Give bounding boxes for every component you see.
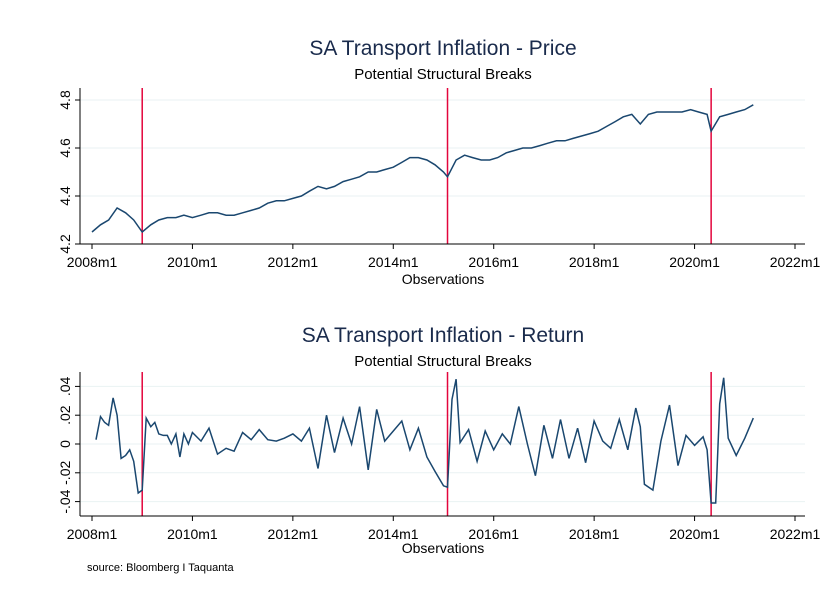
x-tick-label: 2014m1 (368, 526, 419, 542)
x-tick-label: 2008m1 (67, 254, 118, 270)
y-tick-label: -.04 (57, 489, 73, 513)
return-chart-subtitle: Potential Structural Breaks (354, 353, 532, 370)
x-tick-label: 2018m1 (569, 254, 620, 270)
price-break-lines (141, 88, 712, 244)
price-x-axis-label: Observations (402, 271, 484, 287)
y-tick-label: 4.4 (57, 186, 73, 206)
y-tick-label: 0 (57, 440, 73, 448)
return-gridlines (80, 385, 805, 503)
y-tick-label: 4.6 (57, 138, 73, 158)
return-chart: SA Transport Inflation - Return Potentia… (57, 324, 821, 556)
x-tick-label: 2016m1 (468, 526, 519, 542)
source-note: source: Bloomberg I Taquanta (87, 562, 234, 574)
x-tick-label: 2012m1 (268, 526, 319, 542)
x-tick-label: 2020m1 (669, 526, 720, 542)
price-chart: SA Transport Inflation - Price Potential… (57, 37, 821, 287)
price-y-ticks: 4.2 4.4 4.6 4.8 (57, 90, 80, 254)
x-tick-label: 2020m1 (669, 254, 720, 270)
y-tick-label: .02 (57, 405, 73, 425)
y-tick-label: -.02 (57, 461, 73, 485)
x-tick-label: 2012m1 (268, 254, 319, 270)
x-tick-label: 2018m1 (569, 526, 620, 542)
return-x-ticks: 2008m1 2010m1 2012m1 2014m1 2016m1 2018m1 2020… (67, 516, 821, 542)
x-tick-label: 2022m1 (770, 526, 821, 542)
price-x-ticks: 2008m1 2010m1 2012m1 2014m1 2016m1 2018m1 2020… (67, 244, 821, 270)
x-tick-label: 2010m1 (167, 526, 218, 542)
return-series-line (95, 377, 754, 504)
x-tick-label: 2014m1 (368, 254, 419, 270)
x-tick-label: 2016m1 (468, 254, 519, 270)
price-series-line (91, 104, 754, 234)
x-tick-label: 2022m1 (770, 254, 821, 270)
return-break-lines (141, 372, 712, 516)
return-y-ticks: -.04 -.02 0 .02 .04 (57, 376, 80, 514)
x-tick-label: 2010m1 (167, 254, 218, 270)
y-tick-label: 4.2 (57, 234, 73, 254)
price-chart-subtitle: Potential Structural Breaks (354, 66, 532, 83)
return-chart-title: SA Transport Inflation - Return (302, 324, 584, 347)
x-tick-label: 2008m1 (67, 526, 118, 542)
y-tick-label: .04 (57, 376, 73, 396)
y-tick-label: 4.8 (57, 90, 73, 110)
price-chart-title: SA Transport Inflation - Price (309, 37, 576, 60)
return-x-axis-label: Observations (402, 540, 484, 556)
